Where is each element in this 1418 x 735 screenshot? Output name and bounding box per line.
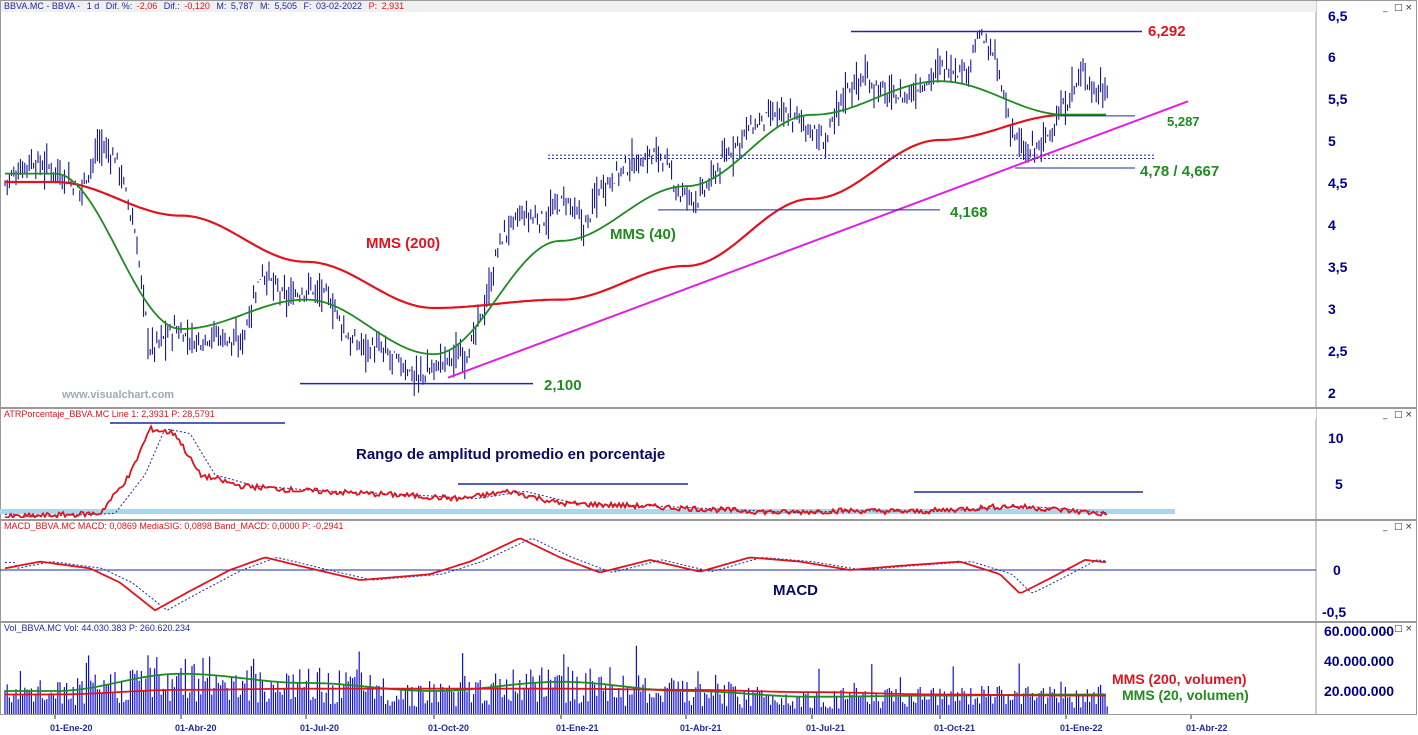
atr-y-tick: 5 [1335,476,1343,492]
atr-band [0,509,1175,514]
macd-window-controls[interactable]: _ □ × [1382,522,1413,532]
price-bars [4,28,1108,396]
x-tick-label: 01-Oct-20 [428,723,469,733]
mms200-line [5,113,1106,310]
maximize-icon[interactable]: □ [1394,410,1403,420]
x-tick-label: 01-Jul-20 [300,723,339,733]
y-tick-label: 6 [1328,49,1336,65]
vol-y-tick: 60.000.000 [1324,623,1394,639]
x-tick-label: 01-Ene-22 [1060,723,1103,733]
macd-title: MACD [773,582,818,599]
x-tick-label: 01-Oct-21 [934,723,975,733]
macd-y-tick: 0 [1333,562,1341,578]
y-tick-label: 5,5 [1328,91,1348,107]
y-tick-label: 3 [1328,301,1336,317]
mms40-label: MMS (40) [610,226,676,243]
close-icon[interactable]: × [1405,624,1413,634]
maximize-icon[interactable]: □ [1394,522,1403,532]
atr-y-tick: 10 [1328,430,1344,446]
level-6292-label: 6,292 [1148,23,1186,40]
atr-lines [4,424,1108,518]
trendline [447,100,1189,379]
macd-line [4,537,1107,612]
x-tick-label: 01-Jul-21 [806,723,845,733]
mms40-line [5,80,1106,356]
atr-header-bar [1,409,1316,419]
volume-window-controls[interactable]: _ □ × [1382,624,1413,634]
atr-header: ATRPorcentaje_BBVA.MC Line 1: 2,3931 P: … [4,409,215,419]
minimize-icon[interactable]: _ [1382,410,1388,420]
macd-y-tick: -0,5 [1322,604,1346,620]
level-4168-label: 4,168 [950,204,988,221]
atr-title: Rango de amplitud promedio en porcentaje [356,446,665,463]
maximize-icon[interactable]: □ [1394,624,1403,634]
level-5287-label: 5,287 [1167,114,1200,129]
x-tick-label: 01-Abr-21 [680,723,722,733]
price-indicator-lines [5,80,1189,379]
price-header: BBVA.MC - BBVA - 1 d Dif. %: -2,06 Dif.:… [4,1,404,11]
macd-header: MACD_BBVA.MC MACD: 0,0869 MediaSIG: 0,08… [4,521,344,531]
volume-lines [5,672,1106,698]
minimize-icon[interactable]: _ [1382,522,1388,532]
vol-mms200-line [5,687,1106,697]
close-icon[interactable]: × [1405,522,1413,532]
y-tick-label: 3,5 [1328,259,1348,275]
y-tick-label: 6,5 [1328,8,1348,24]
y-tick-label: 2,5 [1328,343,1348,359]
level-478-label: 4,78 / 4,667 [1140,163,1219,180]
y-tick-label: 4 [1328,217,1336,233]
minimize-icon[interactable]: _ [1382,3,1388,13]
x-tick-label: 01-Ene-21 [556,723,599,733]
atr-line [4,424,1108,518]
price-panel-frame [0,0,1417,408]
level-2100-label: 2,100 [544,377,582,394]
close-icon[interactable]: × [1405,410,1413,420]
mms200-label: MMS (200) [366,235,440,252]
atr-window-controls[interactable]: _ □ × [1382,410,1413,420]
vol-mms20-line [5,672,1106,698]
volume-header: Vol_BBVA.MC Vol: 44.030.383 P: 260.620.2… [4,623,190,633]
minimize-icon[interactable]: _ [1382,624,1388,634]
price-window-controls[interactable]: _ □ × [1382,3,1413,13]
y-tick-label: 2 [1328,385,1336,401]
vol-mms200-label: MMS (200, volumen) [1112,671,1247,687]
price-y-axis: 6,5 6 5,5 5 4,5 4 3,5 3 2,5 2 [1328,8,1348,401]
maximize-icon[interactable]: □ [1394,3,1403,13]
price-levels [300,30,1155,385]
watermark: www.visualchart.com [61,389,174,401]
y-tick-label: 4,5 [1328,175,1348,191]
y-tick-label: 5 [1328,133,1336,149]
price-header-bar [1,1,1316,12]
vol-y-tick: 20.000.000 [1324,683,1394,699]
vol-y-tick: 40.000.000 [1324,653,1394,669]
vol-mms20-label: MMS (20, volumen) [1122,687,1249,703]
x-tick-label: 01-Abr-22 [1186,723,1228,733]
x-tick-label: 01-Abr-20 [175,723,217,733]
x-axis: 01-Ene-20 01-Abr-20 01-Jul-20 01-Oct-20 … [50,715,1228,733]
atr-panel-frame [0,408,1417,520]
x-tick-label: 01-Ene-20 [50,723,93,733]
close-icon[interactable]: × [1405,3,1413,13]
macd-lines [4,537,1107,612]
